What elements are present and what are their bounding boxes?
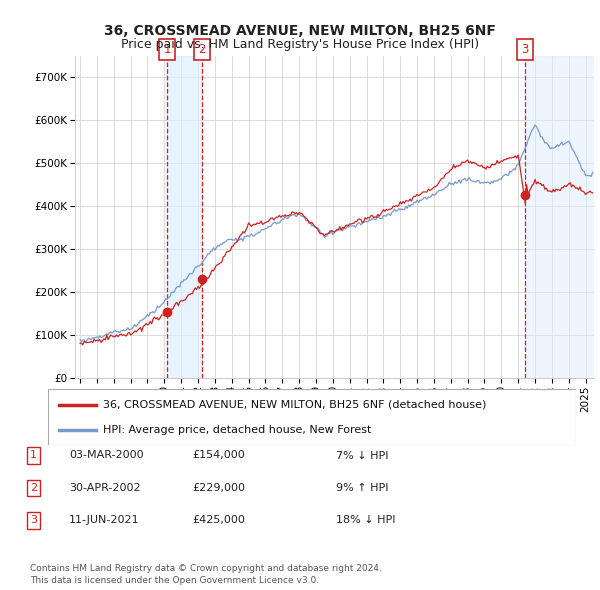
- Text: 36, CROSSMEAD AVENUE, NEW MILTON, BH25 6NF (detached house): 36, CROSSMEAD AVENUE, NEW MILTON, BH25 6…: [103, 399, 487, 409]
- Text: 1: 1: [30, 451, 37, 460]
- Bar: [167, 56, 202, 378]
- Bar: [525, 56, 594, 378]
- Text: 2: 2: [30, 483, 37, 493]
- Text: 11-JUN-2021: 11-JUN-2021: [69, 516, 140, 525]
- Text: 18% ↓ HPI: 18% ↓ HPI: [336, 516, 395, 525]
- FancyBboxPatch shape: [48, 389, 576, 445]
- Text: Price paid vs. HM Land Registry's House Price Index (HPI): Price paid vs. HM Land Registry's House …: [121, 38, 479, 51]
- Text: 03-MAR-2000: 03-MAR-2000: [69, 451, 143, 460]
- Text: 30-APR-2002: 30-APR-2002: [69, 483, 140, 493]
- Text: HPI: Average price, detached house, New Forest: HPI: Average price, detached house, New …: [103, 425, 372, 435]
- Text: 3: 3: [30, 516, 37, 525]
- Text: 7% ↓ HPI: 7% ↓ HPI: [336, 451, 389, 460]
- Text: 3: 3: [521, 43, 529, 56]
- Text: £229,000: £229,000: [192, 483, 245, 493]
- Text: 2: 2: [199, 43, 206, 56]
- Text: £425,000: £425,000: [192, 516, 245, 525]
- Text: Contains HM Land Registry data © Crown copyright and database right 2024.
This d: Contains HM Land Registry data © Crown c…: [30, 565, 382, 585]
- Text: 1: 1: [163, 43, 171, 56]
- Text: £154,000: £154,000: [192, 451, 245, 460]
- Text: 9% ↑ HPI: 9% ↑ HPI: [336, 483, 389, 493]
- Text: 36, CROSSMEAD AVENUE, NEW MILTON, BH25 6NF: 36, CROSSMEAD AVENUE, NEW MILTON, BH25 6…: [104, 24, 496, 38]
